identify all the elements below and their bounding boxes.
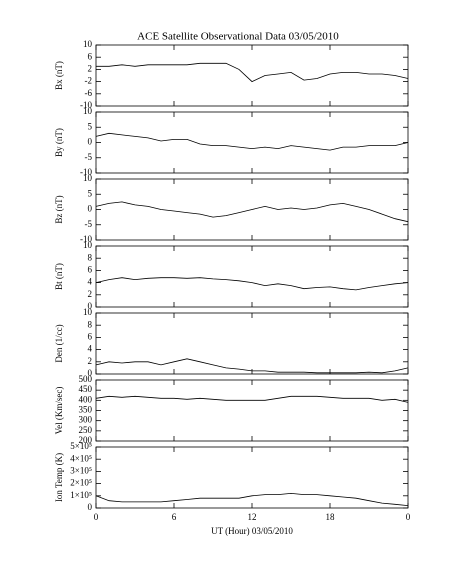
y-tick-label: 450 — [79, 384, 93, 394]
y-tick-label: 250 — [79, 425, 93, 435]
y-tick-label: -10 — [80, 234, 92, 244]
x-tick-label: 6 — [172, 512, 177, 522]
y-tick-label: 5 — [88, 188, 93, 198]
y-tick-label: 6 — [88, 331, 93, 341]
x-tick-label: 0 — [94, 512, 99, 522]
y-tick-label: -6 — [85, 88, 93, 98]
y-tick-label: 3×10⁵ — [70, 465, 92, 475]
y-tick-label: 2 — [88, 63, 93, 73]
y-tick-label: -2 — [85, 76, 93, 86]
y-tick-label: 400 — [79, 394, 93, 404]
y-tick-label: 10 — [83, 39, 93, 49]
panel-frame — [95, 312, 409, 375]
y-tick-label: 10 — [83, 173, 93, 183]
y-tick-label: 350 — [79, 405, 93, 415]
y-tick-label: 6 — [88, 51, 93, 61]
y-tick-label: 500 — [79, 374, 93, 384]
y-axis-label: By (nT) — [54, 128, 64, 157]
y-tick-label: 4 — [88, 277, 93, 287]
data-line — [95, 132, 409, 151]
y-tick-label: 5 — [88, 121, 93, 131]
data-line — [95, 201, 409, 223]
x-tick-label: 18 — [326, 512, 336, 522]
y-tick-label: 8 — [88, 319, 93, 329]
y-tick-label: -10 — [80, 100, 92, 110]
y-tick-label: 1×10⁵ — [70, 490, 92, 500]
y-tick-label: -5 — [85, 152, 93, 162]
y-tick-label: 8 — [88, 252, 93, 262]
chart-title: ACE Satellite Observational Data 03/05/2… — [137, 31, 339, 43]
y-axis-label: Vel (Km/sec) — [54, 387, 64, 435]
y-tick-label: 2 — [88, 356, 93, 366]
x-tick-label: 12 — [248, 512, 257, 522]
y-tick-label: 200 — [79, 435, 93, 445]
y-tick-label: -10 — [80, 167, 92, 177]
x-axis-label: UT (Hour) 03/05/2010 — [211, 526, 293, 536]
y-axis-label: Ion Temp (K) — [54, 453, 64, 502]
data-line — [95, 395, 409, 403]
y-axis-label: Bz (nT) — [54, 195, 64, 223]
y-axis-label: Bx (nT) — [54, 61, 64, 90]
panel-frame — [95, 111, 409, 174]
y-tick-label: 0 — [88, 502, 93, 512]
y-tick-label: -5 — [85, 219, 93, 229]
panel-frame — [95, 245, 409, 308]
y-tick-label: 4×10⁵ — [70, 453, 92, 463]
y-tick-label: 10 — [83, 307, 93, 317]
y-tick-label: 0 — [88, 204, 93, 214]
y-tick-label: 10 — [83, 106, 93, 116]
data-line — [95, 492, 409, 506]
y-tick-label: 2 — [88, 289, 93, 299]
data-line — [95, 277, 409, 291]
y-tick-label: 5×10⁵ — [70, 441, 92, 451]
y-tick-label: 10 — [83, 240, 93, 250]
data-line — [96, 62, 409, 83]
y-tick-label: 300 — [79, 415, 93, 425]
x-tick-label: 0 — [406, 512, 411, 522]
y-tick-label: 0 — [88, 301, 93, 311]
y-tick-label: 6 — [88, 264, 93, 274]
y-tick-label: 0 — [88, 137, 93, 147]
data-line — [95, 358, 409, 374]
y-tick-label: 4 — [88, 344, 93, 354]
panel-frame — [95, 44, 409, 107]
y-axis-label: Bt (nT) — [54, 263, 64, 290]
y-axis-label: Den (1/cc) — [54, 324, 64, 362]
panel-frame — [95, 379, 409, 442]
y-tick-label: 0 — [88, 368, 93, 378]
y-tick-label: 2×10⁵ — [70, 478, 92, 488]
